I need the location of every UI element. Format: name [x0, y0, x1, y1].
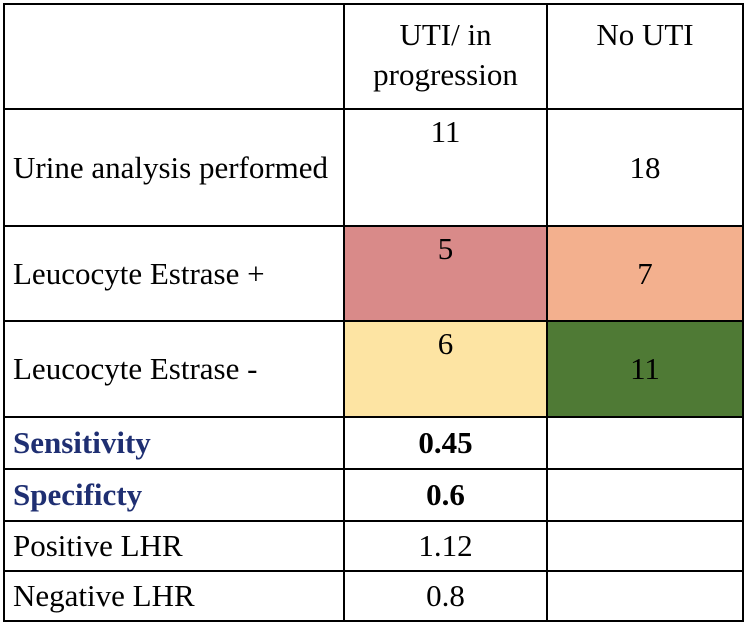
cell-le-negative-uti: 6 — [343, 320, 548, 418]
cell-urine-uti: 11 — [343, 108, 548, 227]
header-uti: UTI/ in progression — [343, 3, 548, 110]
cell-negative-lhr-value: 0.8 — [343, 570, 548, 622]
table-row: Leucocyte Estrase - 6 11 — [3, 320, 744, 418]
row-label-positive-lhr: Positive LHR — [3, 520, 345, 572]
cell-le-positive-uti: 5 — [343, 225, 548, 322]
row-label-le-negative: Leucocyte Estrase - — [3, 320, 345, 418]
cell-specificity-value: 0.6 — [343, 468, 548, 522]
row-label-sensitivity: Sensitivity — [3, 416, 345, 470]
table-row: Sensitivity 0.45 — [3, 416, 744, 470]
cell-positive-lhr-empty — [546, 520, 744, 572]
header-row: UTI/ in progression No UTI — [3, 3, 744, 110]
cell-sensitivity-value: 0.45 — [343, 416, 548, 470]
row-label-le-positive: Leucocyte Estrase + — [3, 225, 345, 322]
uti-results-table: UTI/ in progression No UTI Urine analysi… — [3, 3, 744, 622]
cell-sensitivity-empty — [546, 416, 744, 470]
header-no-uti: No UTI — [546, 3, 744, 110]
table-row: Urine analysis performed 11 18 — [3, 108, 744, 227]
cell-le-negative-no-uti: 11 — [546, 320, 744, 418]
row-label-urine-analysis: Urine analysis performed — [3, 108, 345, 227]
header-empty-cell — [3, 3, 345, 110]
cell-specificity-empty — [546, 468, 744, 522]
table-row: Positive LHR 1.12 — [3, 520, 744, 572]
row-label-negative-lhr: Negative LHR — [3, 570, 345, 622]
cell-positive-lhr-value: 1.12 — [343, 520, 548, 572]
cell-negative-lhr-empty — [546, 570, 744, 622]
table-row: Leucocyte Estrase + 5 7 — [3, 225, 744, 322]
cell-le-positive-no-uti: 7 — [546, 225, 744, 322]
table-row: Negative LHR 0.8 — [3, 570, 744, 622]
cell-urine-no-uti: 18 — [546, 108, 744, 227]
table-row: Specificty 0.6 — [3, 468, 744, 522]
row-label-specificity: Specificty — [3, 468, 345, 522]
